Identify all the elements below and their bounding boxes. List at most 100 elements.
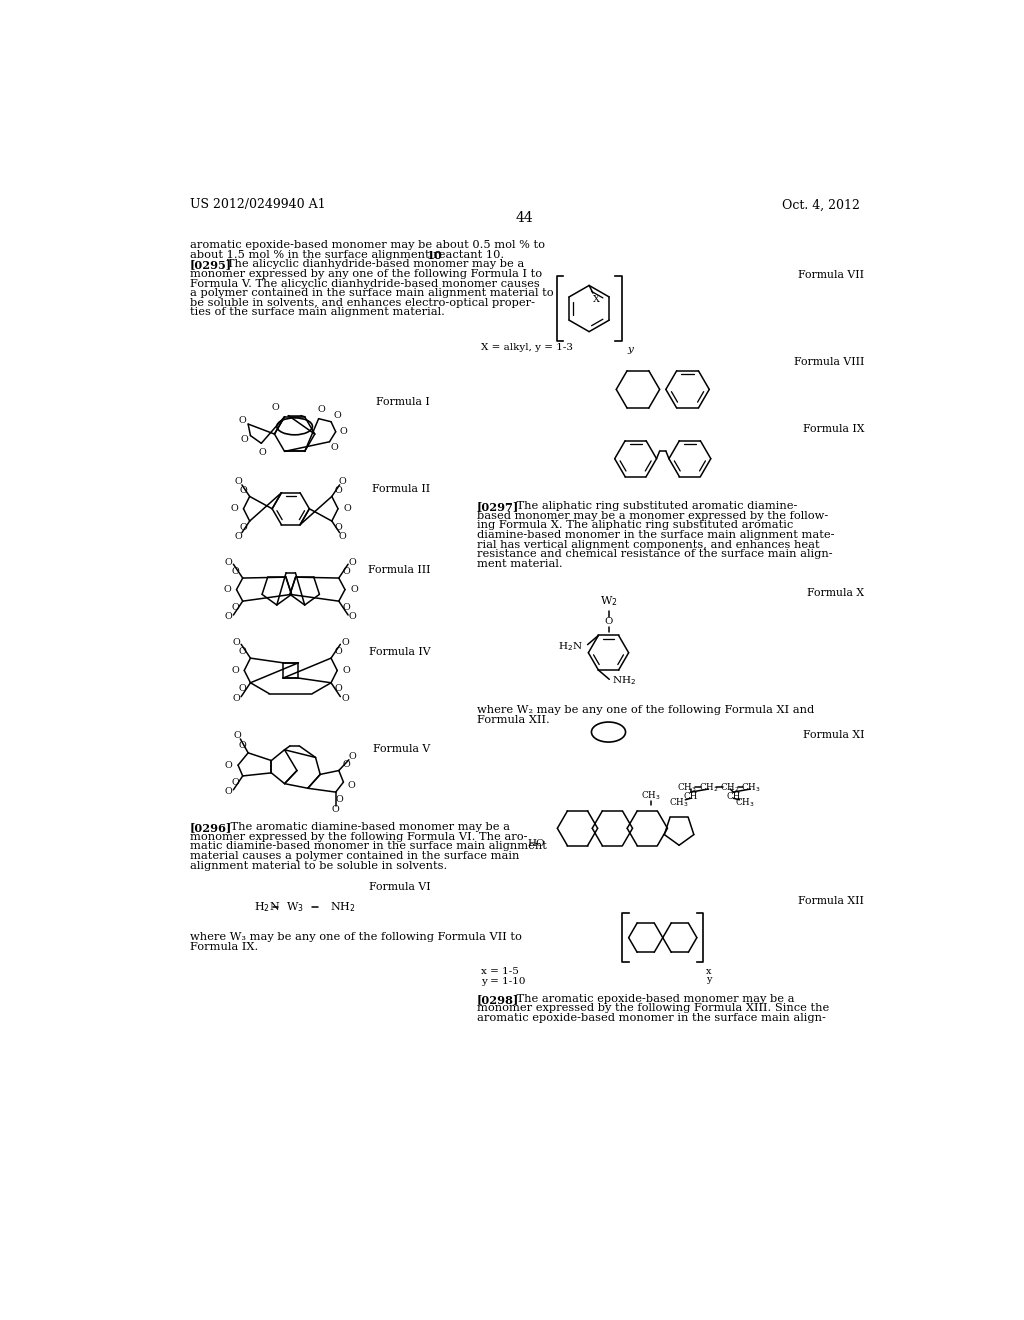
Text: CH$_3$: CH$_3$ (670, 797, 689, 809)
Text: Formula IX: Formula IX (803, 424, 864, 434)
Text: alignment material to be soluble in solvents.: alignment material to be soluble in solv… (190, 861, 447, 871)
Text: Formula VIII: Formula VIII (794, 358, 864, 367)
Text: O: O (233, 731, 241, 741)
Text: Oct. 4, 2012: Oct. 4, 2012 (781, 198, 859, 211)
Text: diamine-based monomer in the surface main alignment mate-: diamine-based monomer in the surface mai… (477, 529, 835, 540)
Text: a polymer contained in the surface main alignment material to: a polymer contained in the surface main … (190, 288, 554, 298)
Text: O: O (339, 477, 346, 486)
Text: NH$_2$: NH$_2$ (330, 900, 355, 913)
Text: CH: CH (726, 792, 740, 801)
Text: O: O (230, 504, 238, 513)
Text: rial has vertical alignment components, and enhances heat: rial has vertical alignment components, … (477, 540, 819, 549)
Text: Formula III: Formula III (368, 565, 430, 576)
Text: O: O (349, 558, 356, 568)
Text: O: O (232, 694, 241, 702)
Text: monomer expressed by the following Formula XIII. Since the: monomer expressed by the following Formu… (477, 1003, 829, 1014)
Text: Formula I: Formula I (377, 397, 430, 407)
Text: matic diamine-based monomer in the surface main alignment: matic diamine-based monomer in the surfa… (190, 841, 547, 851)
Text: X: X (593, 294, 600, 304)
Text: O: O (332, 805, 340, 813)
Text: HO: HO (527, 840, 545, 849)
Text: O: O (239, 648, 247, 656)
Text: NH$_2$: NH$_2$ (612, 675, 637, 688)
Text: O: O (335, 648, 343, 656)
Text: O: O (231, 777, 239, 787)
Text: CH$_3$: CH$_3$ (641, 789, 662, 803)
Text: O: O (335, 685, 343, 693)
Text: US 2012/0249940 A1: US 2012/0249940 A1 (190, 198, 326, 211)
Text: based monomer may be a monomer expressed by the follow-: based monomer may be a monomer expressed… (477, 511, 828, 520)
Text: y: y (707, 974, 712, 983)
Text: x = 1-5: x = 1-5 (480, 966, 518, 975)
Text: O: O (334, 523, 342, 532)
Text: O: O (231, 667, 239, 675)
Text: aromatic epoxide-based monomer may be about 0.5 mol % to: aromatic epoxide-based monomer may be ab… (190, 240, 545, 249)
Text: The aromatic epoxide-based monomer may be a: The aromatic epoxide-based monomer may b… (503, 994, 795, 1003)
Text: O: O (259, 447, 266, 457)
Text: O: O (271, 403, 280, 412)
Text: O: O (225, 612, 232, 620)
Text: ment material.: ment material. (477, 558, 562, 569)
Text: O: O (604, 618, 612, 627)
Text: O: O (240, 523, 248, 532)
Text: CH: CH (684, 792, 698, 801)
Text: O: O (349, 752, 356, 762)
Text: O: O (241, 436, 248, 444)
Text: [0297]: [0297] (477, 502, 519, 512)
Text: O: O (317, 405, 326, 414)
Text: Formula XII: Formula XII (799, 896, 864, 906)
Text: O: O (239, 685, 247, 693)
Text: Formula XI: Formula XI (803, 730, 864, 739)
Text: ties of the surface main alignment material.: ties of the surface main alignment mater… (190, 308, 444, 317)
Text: O: O (336, 796, 343, 804)
Text: O: O (238, 741, 246, 750)
Text: W$_3$: W$_3$ (286, 900, 303, 913)
Text: Formula IX.: Formula IX. (190, 942, 258, 952)
Text: where W₃ may be any one of the following Formula VII to: where W₃ may be any one of the following… (190, 932, 522, 942)
Text: The aliphatic ring substituted aromatic diamine-: The aliphatic ring substituted aromatic … (503, 502, 798, 511)
Text: be soluble in solvents, and enhances electro-optical proper-: be soluble in solvents, and enhances ele… (190, 298, 535, 308)
Text: about 1.5 mol % in the surface alignment reactant 10.: about 1.5 mol % in the surface alignment… (190, 249, 504, 260)
Text: O: O (223, 585, 231, 594)
Text: where W₂ may be any one of the following Formula XI and: where W₂ may be any one of the following… (477, 705, 814, 715)
Text: X = alkyl, y = 1-3: X = alkyl, y = 1-3 (480, 343, 572, 352)
Text: The aromatic diamine-based monomer may be a: The aromatic diamine-based monomer may b… (216, 822, 510, 832)
Text: O: O (331, 444, 338, 453)
Text: O: O (343, 568, 350, 577)
Text: resistance and chemical resistance of the surface main align-: resistance and chemical resistance of th… (477, 549, 833, 560)
Text: O: O (347, 781, 355, 791)
Text: O: O (225, 787, 232, 796)
Text: CH$_3$: CH$_3$ (735, 797, 755, 809)
Text: O: O (343, 667, 350, 675)
Text: W$_2$: W$_2$ (600, 594, 617, 609)
Text: O: O (343, 603, 350, 611)
Text: [0295]: [0295] (190, 259, 232, 271)
Text: O: O (339, 532, 346, 541)
Text: y = 1-10: y = 1-10 (480, 977, 525, 986)
Text: 10: 10 (426, 249, 442, 260)
Text: Formula X: Formula X (807, 589, 864, 598)
Text: O: O (343, 760, 350, 768)
Text: x: x (707, 966, 712, 975)
Text: Formula VII: Formula VII (799, 271, 864, 280)
Text: [0296]: [0296] (190, 822, 232, 833)
Text: Formula V: Formula V (373, 743, 430, 754)
Text: CH$_3$: CH$_3$ (740, 781, 760, 793)
Text: H$_2$N: H$_2$N (558, 640, 583, 652)
Text: Formula II: Formula II (372, 484, 430, 494)
Text: material causes a polymer contained in the surface main: material causes a polymer contained in t… (190, 851, 519, 861)
Text: O: O (334, 411, 341, 420)
Text: O: O (234, 532, 243, 541)
Text: O: O (232, 639, 241, 647)
Text: CH$_2$: CH$_2$ (698, 781, 719, 793)
Text: O: O (340, 428, 347, 436)
Text: O: O (238, 416, 246, 425)
Text: O: O (234, 477, 243, 486)
Text: O: O (343, 504, 351, 513)
Text: 44: 44 (516, 211, 534, 224)
Text: O: O (225, 760, 232, 770)
Text: The alicyclic dianhydride-based monomer may be a: The alicyclic dianhydride-based monomer … (216, 259, 524, 269)
Text: O: O (341, 694, 349, 702)
Text: monomer expressed by the following Formula VI. The aro-: monomer expressed by the following Formu… (190, 832, 527, 842)
Text: Formula IV: Formula IV (369, 647, 430, 657)
